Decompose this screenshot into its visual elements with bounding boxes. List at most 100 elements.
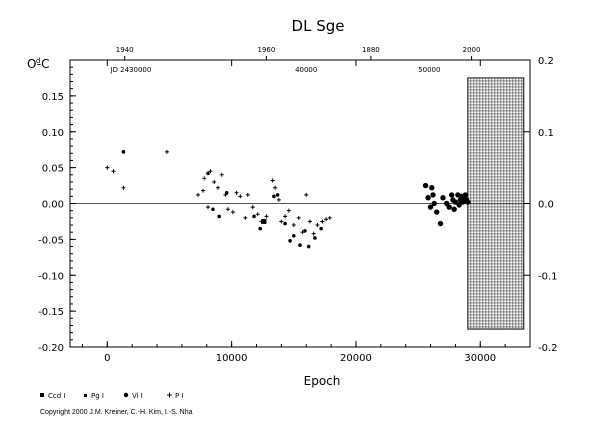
right-tick-label: 0.1 <box>538 128 554 139</box>
point-vi-large <box>456 202 462 208</box>
legend-item-p: P I <box>167 392 184 400</box>
x-tick-label: 10000 <box>216 353 248 364</box>
point-ccd <box>261 218 267 224</box>
point-vi <box>288 239 292 243</box>
y-tick-label: -0.05 <box>38 235 64 246</box>
point-vi-large <box>465 199 471 205</box>
right-tick-label: -0.1 <box>538 271 558 282</box>
small-square-marker-icon <box>84 394 87 397</box>
point-p <box>283 214 288 219</box>
x-axis-title: Epoch <box>304 374 341 388</box>
x-tick-label: 20000 <box>340 353 372 364</box>
right-tick-label: 0.2 <box>538 56 554 67</box>
point-p <box>201 188 206 193</box>
point-vi-large <box>452 199 459 205</box>
point-vi-large <box>422 182 429 189</box>
point-vi <box>272 194 276 199</box>
y-tick-label: -0.20 <box>38 343 64 354</box>
point-p <box>296 215 301 220</box>
point-p <box>219 172 224 177</box>
dot-marker-icon <box>123 392 129 398</box>
point-p <box>245 192 250 197</box>
point-vi <box>224 190 229 195</box>
legend-item-pg: Pg I <box>84 392 104 400</box>
jd-label: JD 2430000 <box>109 66 151 74</box>
y-tick-label: 0.15 <box>42 92 64 103</box>
y-tick-label: 0.10 <box>42 128 64 139</box>
point-p <box>279 219 284 224</box>
cross-marker-icon <box>167 392 172 398</box>
point-vi <box>121 150 126 154</box>
right-tick-label: 0.0 <box>538 200 554 211</box>
legend: Ccd I Pg I Vi I P I <box>40 392 184 400</box>
point-p <box>238 194 243 199</box>
legend-label-vi: Vi I <box>132 392 143 400</box>
year-label: 2000 <box>463 46 481 54</box>
point-p <box>304 192 309 197</box>
year-label: 1880 <box>362 46 380 54</box>
point-vi <box>252 214 256 219</box>
point-p <box>212 179 217 184</box>
y-tick-label: -0.15 <box>38 307 64 318</box>
point-p <box>208 169 213 174</box>
point-p <box>164 149 169 154</box>
point-vi-large <box>429 185 435 191</box>
chart-title: DL Sge <box>292 17 345 35</box>
point-p <box>234 190 239 195</box>
y-axis-title: O-C <box>27 57 50 71</box>
point-p <box>230 210 235 215</box>
year-label: 1960 <box>258 46 276 54</box>
point-p <box>320 219 325 224</box>
point-vi-large <box>440 195 446 201</box>
y-tick-label: 0.05 <box>42 164 64 175</box>
point-vi-large <box>446 204 452 210</box>
y-axis-unit: d <box>36 57 40 65</box>
point-vi <box>217 214 221 219</box>
point-vi <box>211 207 215 212</box>
copyright-text: Copyright 2000 J.M. Kreiner, C.-H. Kim, … <box>40 409 193 416</box>
point-p <box>311 231 316 236</box>
point-p <box>307 219 312 224</box>
point-p <box>206 205 210 210</box>
point-p <box>327 215 332 220</box>
y-axis-label: O-C d <box>27 57 50 71</box>
point-vi-large <box>448 192 455 198</box>
point-p <box>324 217 329 222</box>
point-p <box>300 230 305 235</box>
point-vi <box>298 243 302 247</box>
point-p <box>243 215 248 220</box>
square-marker-icon <box>40 393 44 397</box>
x-tick-label: 30000 <box>464 353 496 364</box>
point-p <box>250 205 255 210</box>
point-p <box>202 176 207 181</box>
point-vi <box>258 226 263 231</box>
point-vi <box>206 171 210 176</box>
point-p <box>270 178 275 183</box>
point-p <box>225 207 230 212</box>
point-p <box>196 192 201 197</box>
point-vi <box>319 226 323 231</box>
point-vi-large <box>437 220 444 227</box>
legend-label-ccd: Ccd I <box>48 392 65 400</box>
legend-item-ccd: Ccd I <box>40 392 65 400</box>
point-p <box>276 197 281 202</box>
jd-label: 50000 <box>418 66 440 74</box>
point-vi <box>303 228 307 233</box>
right-tick-label: -0.2 <box>538 343 558 354</box>
y-tick-label: 0.00 <box>42 200 64 211</box>
point-vi-large <box>425 195 431 201</box>
point-p <box>264 214 269 219</box>
point-p <box>255 212 260 217</box>
point-p <box>286 208 291 213</box>
y-tick-label: -0.10 <box>38 271 64 282</box>
point-vi <box>306 244 311 249</box>
axes: 0 10000 20000 30000 0.15 0.10 0.05 0.00 -0.05 -0.… <box>38 46 557 364</box>
point-p <box>105 165 110 170</box>
point-vi-large <box>434 209 440 215</box>
point-vi-large <box>431 200 437 207</box>
legend-item-vi: Vi I <box>123 392 143 400</box>
legend-label-pg: Pg I <box>91 392 104 400</box>
point-vi <box>291 233 296 238</box>
year-label: 1940 <box>116 46 134 54</box>
point-vi-large <box>430 192 436 198</box>
